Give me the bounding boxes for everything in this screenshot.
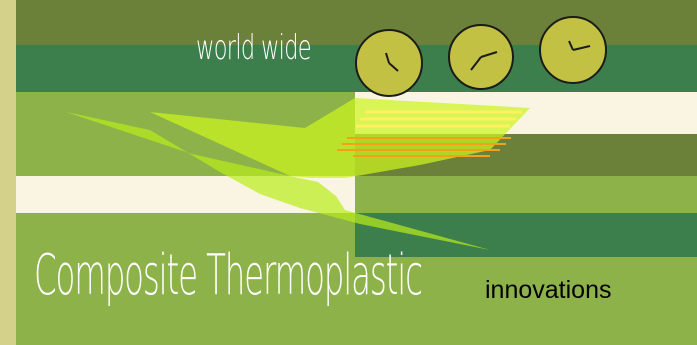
clock-icon: [539, 16, 607, 84]
tagline: world wide: [196, 28, 312, 68]
airplane-silhouette-icon: [66, 98, 530, 250]
headline-sub: innovations: [485, 276, 612, 304]
clock-icon: [448, 24, 514, 90]
headline-main: Composite Thermoplastic: [34, 243, 423, 308]
headline: Composite Thermoplastic innovations: [34, 248, 697, 304]
right-block-olive-light: [355, 176, 697, 213]
clock-icon: [355, 29, 423, 97]
right-block-green: [355, 213, 697, 257]
